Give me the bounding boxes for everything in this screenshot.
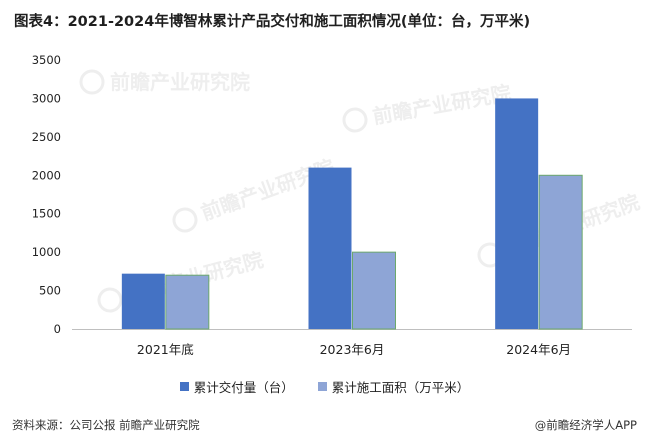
legend-swatch-series1 bbox=[179, 382, 189, 391]
legend: 累计交付量（台） 累计施工面积（万平米） bbox=[0, 377, 649, 396]
watermark-text: 前瞻产业研究院 bbox=[110, 70, 250, 94]
legend-label-series1: 累计交付量（台） bbox=[193, 380, 294, 395]
bar-series1-2 bbox=[495, 98, 539, 329]
bar-series2-2 bbox=[538, 174, 583, 330]
y-tick-label: 3500 bbox=[32, 53, 61, 67]
x-tick-label: 2021年底 bbox=[137, 342, 194, 357]
source-note: 资料来源：公司公报 前瞻产业研究院 bbox=[12, 418, 200, 432]
bar-series1-1 bbox=[308, 167, 352, 329]
x-tick-label: 2024年6月 bbox=[506, 342, 571, 357]
bar-series2-1 bbox=[352, 251, 396, 330]
legend-item-series2: 累计施工面积（万平米） bbox=[317, 377, 470, 396]
plot-area: 0 500 1000 1500 2000 2500 3000 3500 2021年底 2023年6… bbox=[32, 53, 632, 357]
y-tick-label: 1000 bbox=[32, 245, 61, 259]
y-tick-label: 3000 bbox=[32, 91, 61, 105]
y-tick-label: 2000 bbox=[32, 168, 61, 182]
x-tick-label: 2023年6月 bbox=[320, 342, 385, 357]
y-tick-label: 0 bbox=[54, 322, 61, 336]
legend-item-series1: 累计交付量（台） bbox=[179, 377, 294, 396]
legend-swatch-series2 bbox=[317, 382, 327, 391]
y-tick-label: 500 bbox=[39, 284, 61, 298]
watermark-logo: 前瞻产业研究院 bbox=[79, 69, 250, 95]
y-tick-label: 2500 bbox=[32, 130, 61, 144]
bar-series1-0 bbox=[121, 273, 165, 329]
bar-series2-0 bbox=[165, 274, 210, 330]
brand-note: @前瞻经济学人APP bbox=[534, 418, 637, 432]
chart-title: 图表4：2021-2024年博智林累计产品交付和施工面积情况(单位：台，万平米) bbox=[14, 14, 531, 30]
legend-label-series2: 累计施工面积（万平米） bbox=[331, 380, 470, 395]
watermark-logo: 前瞻产业研究院 bbox=[342, 81, 513, 133]
watermark-text: 前瞻产业研究院 bbox=[371, 81, 513, 129]
y-tick-label: 1500 bbox=[32, 207, 61, 221]
